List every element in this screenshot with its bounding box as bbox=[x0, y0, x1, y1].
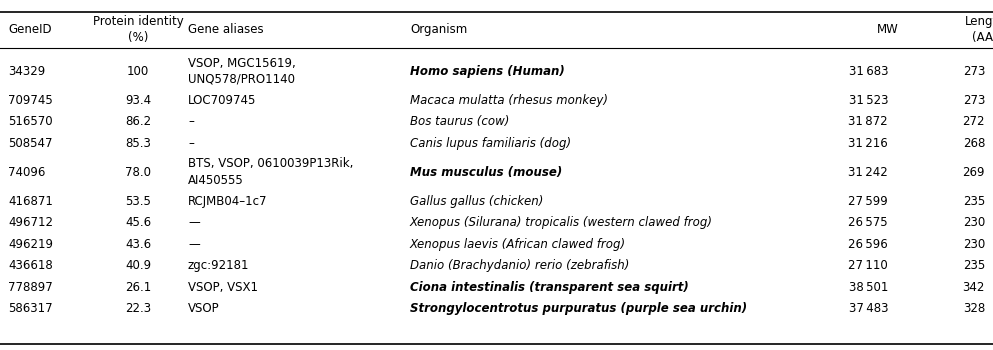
Text: 45.6: 45.6 bbox=[125, 216, 151, 229]
Text: —: — bbox=[188, 216, 200, 229]
Text: 53.5: 53.5 bbox=[125, 195, 151, 208]
Text: 22.3: 22.3 bbox=[125, 302, 151, 315]
Text: 31 523: 31 523 bbox=[848, 94, 888, 107]
Text: Macaca mulatta (rhesus monkey): Macaca mulatta (rhesus monkey) bbox=[410, 94, 608, 107]
Text: 26.1: 26.1 bbox=[125, 281, 151, 294]
Text: 268: 268 bbox=[962, 137, 985, 150]
Text: 709745: 709745 bbox=[8, 94, 53, 107]
Text: 31 872: 31 872 bbox=[848, 115, 888, 128]
Text: BTS, VSOP, 0610039P13Rik,
AI450555: BTS, VSOP, 0610039P13Rik, AI450555 bbox=[188, 158, 354, 187]
Text: 43.6: 43.6 bbox=[125, 238, 151, 251]
Text: GeneID: GeneID bbox=[8, 23, 52, 36]
Text: 38 501: 38 501 bbox=[849, 281, 888, 294]
Text: Protein identity
(%): Protein identity (%) bbox=[92, 15, 184, 44]
Text: MW: MW bbox=[877, 23, 899, 36]
Text: 273: 273 bbox=[962, 65, 985, 78]
Text: 34329: 34329 bbox=[8, 65, 46, 78]
Text: 436618: 436618 bbox=[8, 259, 53, 272]
Text: –: – bbox=[188, 115, 194, 128]
Text: Mus musculus (mouse): Mus musculus (mouse) bbox=[410, 166, 562, 179]
Text: Bos taurus (cow): Bos taurus (cow) bbox=[410, 115, 509, 128]
Text: 342: 342 bbox=[962, 281, 985, 294]
Text: LOC709745: LOC709745 bbox=[188, 94, 256, 107]
Text: RCJMB04–1c7: RCJMB04–1c7 bbox=[188, 195, 267, 208]
Text: 269: 269 bbox=[962, 166, 985, 179]
Text: 26 596: 26 596 bbox=[848, 238, 888, 251]
Text: 31 242: 31 242 bbox=[848, 166, 888, 179]
Text: Xenopus laevis (African clawed frog): Xenopus laevis (African clawed frog) bbox=[410, 238, 627, 251]
Text: Length
(AA): Length (AA) bbox=[964, 15, 993, 44]
Text: 27 110: 27 110 bbox=[848, 259, 888, 272]
Text: 496712: 496712 bbox=[8, 216, 53, 229]
Text: 230: 230 bbox=[963, 238, 985, 251]
Text: —: — bbox=[188, 238, 200, 251]
Text: 778897: 778897 bbox=[8, 281, 53, 294]
Text: 272: 272 bbox=[962, 115, 985, 128]
Text: 496219: 496219 bbox=[8, 238, 53, 251]
Text: 27 599: 27 599 bbox=[848, 195, 888, 208]
Text: –: – bbox=[188, 137, 194, 150]
Text: VSOP, VSX1: VSOP, VSX1 bbox=[188, 281, 258, 294]
Text: 86.2: 86.2 bbox=[125, 115, 151, 128]
Text: Danio (Brachydanio) rerio (zebrafish): Danio (Brachydanio) rerio (zebrafish) bbox=[410, 259, 630, 272]
Text: 100: 100 bbox=[127, 65, 149, 78]
Text: 230: 230 bbox=[963, 216, 985, 229]
Text: VSOP: VSOP bbox=[188, 302, 219, 315]
Text: 273: 273 bbox=[962, 94, 985, 107]
Text: Organism: Organism bbox=[410, 23, 468, 36]
Text: 586317: 586317 bbox=[8, 302, 53, 315]
Text: 235: 235 bbox=[963, 195, 985, 208]
Text: Ciona intestinalis (transparent sea squirt): Ciona intestinalis (transparent sea squi… bbox=[410, 281, 689, 294]
Text: 508547: 508547 bbox=[8, 137, 53, 150]
Text: zgc:92181: zgc:92181 bbox=[188, 259, 249, 272]
Text: 85.3: 85.3 bbox=[125, 137, 151, 150]
Text: Strongylocentrotus purpuratus (purple sea urchin): Strongylocentrotus purpuratus (purple se… bbox=[410, 302, 747, 315]
Text: Homo sapiens (Human): Homo sapiens (Human) bbox=[410, 65, 565, 78]
Text: 31 216: 31 216 bbox=[848, 137, 888, 150]
Text: 74096: 74096 bbox=[8, 166, 46, 179]
Text: 235: 235 bbox=[963, 259, 985, 272]
Text: Xenopus (Silurana) tropicalis (western clawed frog): Xenopus (Silurana) tropicalis (western c… bbox=[410, 216, 713, 229]
Text: 93.4: 93.4 bbox=[125, 94, 151, 107]
Text: 416871: 416871 bbox=[8, 195, 53, 208]
Text: 516570: 516570 bbox=[8, 115, 53, 128]
Text: 40.9: 40.9 bbox=[125, 259, 151, 272]
Text: 37 483: 37 483 bbox=[848, 302, 888, 315]
Text: 78.0: 78.0 bbox=[125, 166, 151, 179]
Text: Gallus gallus (chicken): Gallus gallus (chicken) bbox=[410, 195, 543, 208]
Text: Canis lupus familiaris (dog): Canis lupus familiaris (dog) bbox=[410, 137, 571, 150]
Text: 26 575: 26 575 bbox=[848, 216, 888, 229]
Text: 31 683: 31 683 bbox=[848, 65, 888, 78]
Text: VSOP, MGC15619,
UNQ578/PRO1140: VSOP, MGC15619, UNQ578/PRO1140 bbox=[188, 56, 296, 86]
Text: Gene aliases: Gene aliases bbox=[188, 23, 263, 36]
Text: 328: 328 bbox=[963, 302, 985, 315]
